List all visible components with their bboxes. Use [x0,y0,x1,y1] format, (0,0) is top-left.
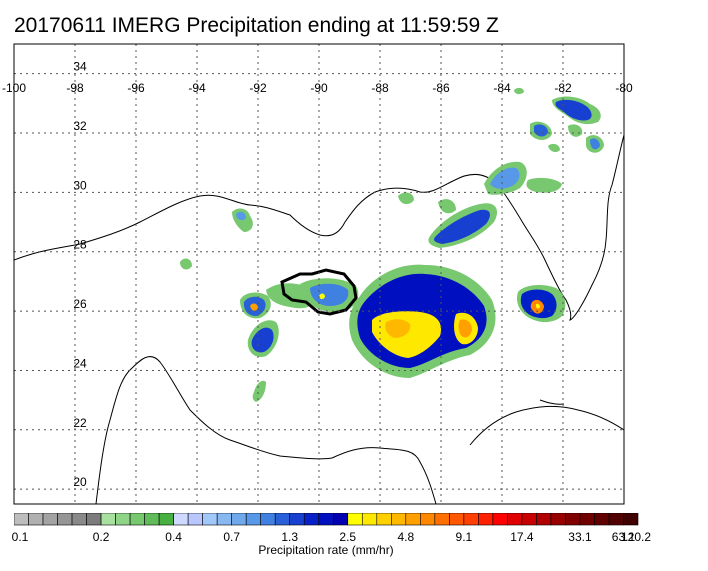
map-frame [13,43,625,505]
colorbar-tick-label: 63.1 [611,530,636,544]
lat-tick-label: 28 [73,238,87,252]
colorbar-tick-label: 4.8 [397,530,415,544]
colorbar-tick-label: 17.4 [510,530,534,544]
lon-tick-label: -96 [127,81,145,95]
colorbar-swatch [144,513,160,526]
colorbar-swatch [492,513,508,526]
colorbar-tick-label: 120.2 [620,530,652,544]
colorbar-swatch [115,513,131,526]
colorbar-swatch [71,513,87,526]
colorbar-swatch [507,513,523,526]
colorbar-swatch [332,513,349,526]
colorbar-swatch [521,513,537,526]
colorbar-swatch [463,513,479,526]
colorbar-swatch [173,513,189,526]
colorbar-swatch [449,513,465,526]
colorbar-swatch [391,513,407,526]
colorbar-tick-label: 0.4 [165,530,182,544]
colorbar-swatch [478,513,494,526]
coastline-florida-keys [539,399,565,405]
colorbar-swatch [158,513,174,526]
colorbar-title: Precipitation rate (mm/hr) [258,543,394,557]
lon-tick-label: -92 [249,81,267,95]
colorbar-swatch [57,513,73,526]
colorbar-tick-label: 2.5 [339,530,357,544]
coastline-cuba [469,405,624,446]
precip-cell-georgia [514,87,604,153]
lon-tick-label: -94 [188,81,206,95]
colorbar [14,513,639,526]
coastline-gulf [14,134,624,321]
colorbar-swatch [579,513,595,526]
page-title: 20170611 IMERG Precipitation ending at 1… [14,14,499,37]
colorbar-tick-label: 0.7 [223,530,241,544]
colorbar-swatch [216,513,232,526]
colorbar-swatch [550,513,566,526]
colorbar-tick-label: 0.1 [11,530,29,544]
colorbar-tick-label: 0.2 [92,530,110,544]
colorbar-swatch [245,513,261,526]
colorbar-swatch [347,513,363,526]
colorbar-swatch [361,513,378,526]
colorbar-swatch [86,513,102,526]
lon-tick-label: -90 [310,81,328,95]
lon-tick-labels: -100 -98 -96 -94 -92 -90 -88 -86 -84 -82 -80 [2,81,633,95]
lon-tick-label: -88 [371,81,389,95]
lon-tick-label: -98 [66,81,84,95]
contour-outline [280,268,358,316]
colorbar-tick-label: 9.1 [455,530,473,544]
colorbar-tick-label: 33.1 [568,530,592,544]
coastline-yucatan [95,356,437,504]
precip-cell-central-gulf [349,264,496,378]
colorbar-swatch [28,513,44,526]
colorbar-swatch [594,513,610,526]
colorbar-swatch [405,513,421,526]
colorbar-swatch [565,513,581,526]
colorbar-swatch [434,513,450,526]
colorbar-swatch [231,513,247,526]
lat-tick-label: 20 [73,475,87,489]
colorbar-tick-label: 1.3 [281,530,299,544]
map-grid [14,44,624,504]
precip-cell-east [516,284,566,323]
lon-tick-label: -84 [493,81,511,95]
colorbar-swatch [536,513,552,526]
colorbar-swatch [623,513,639,526]
lat-tick-label: 26 [73,297,87,311]
colorbar-swatch [129,513,145,526]
colorbar-swatch [202,513,218,526]
lon-tick-label: -80 [615,81,633,95]
colorbar-swatch [260,513,276,526]
lat-tick-label: 34 [73,60,87,74]
lon-tick-label: -82 [554,81,572,95]
lat-tick-label: 32 [73,119,87,133]
colorbar-swatch [376,513,392,526]
lon-tick-label: -100 [2,81,26,95]
colorbar-swatch [187,513,203,526]
lon-tick-label: -86 [432,81,450,95]
colorbar-swatch [274,513,291,526]
lat-tick-label: 30 [73,178,87,192]
colorbar-swatch [318,513,334,526]
colorbar-swatch [14,513,29,526]
colorbar-swatch [303,513,320,526]
colorbar-swatch [100,513,116,526]
colorbar-swatch [289,513,305,526]
colorbar-swatch [608,513,624,526]
colorbar-swatch [420,513,436,526]
lat-tick-label: 22 [73,416,87,430]
lat-tick-labels: 34 32 30 28 26 24 22 20 [73,60,87,489]
lat-tick-label: 24 [73,356,87,370]
precip-cell-florida-panhandle [180,161,562,270]
colorbar-swatch [42,513,58,526]
